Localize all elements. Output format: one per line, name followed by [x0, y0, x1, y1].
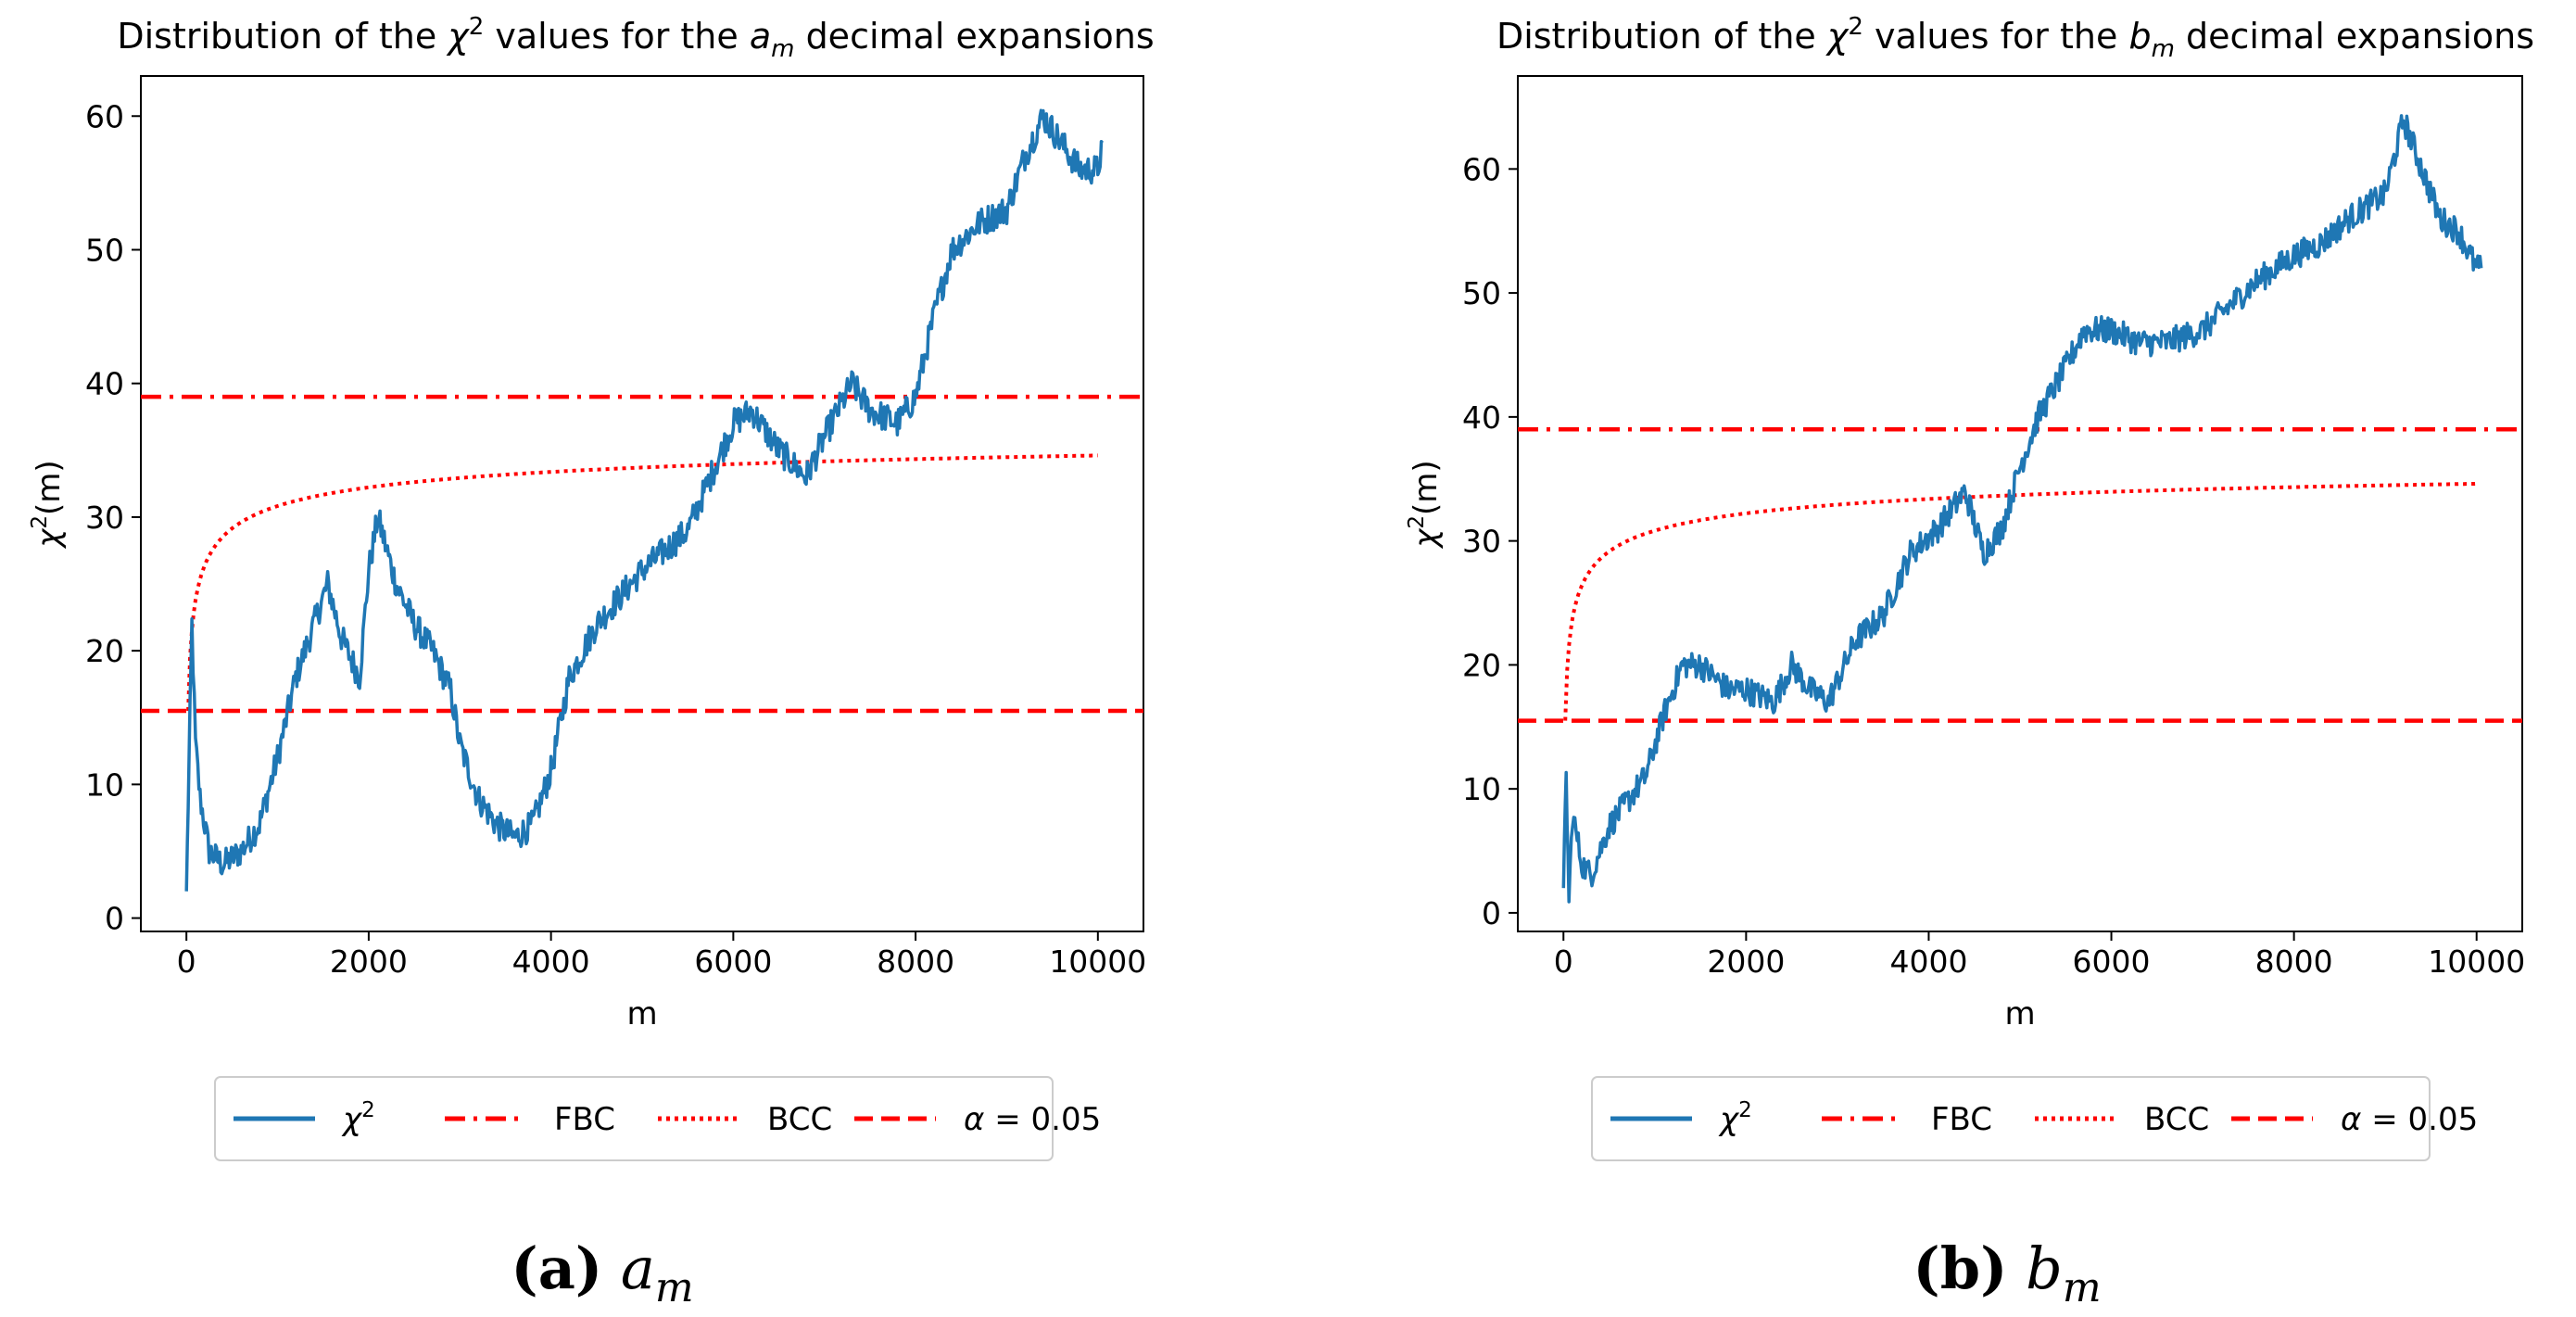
x-axis-label: m [2004, 995, 2035, 1032]
x-tick-label: 6000 [2073, 943, 2151, 980]
y-tick-label: 60 [1462, 151, 1501, 187]
x-tick-label: 2000 [330, 943, 408, 980]
caption-label: (b) [1913, 1235, 2007, 1302]
y-axis-label: χ2(m) [1405, 460, 1445, 549]
y-tick-label: 10 [85, 766, 124, 803]
x-tick-label: 0 [1554, 943, 1573, 980]
caption-var: a [621, 1235, 655, 1302]
y-tick-label: 10 [1462, 771, 1501, 807]
ylabel-rest: (m) [1408, 460, 1445, 515]
x-tick-label: 6000 [694, 943, 772, 980]
legend-label: χ2 [1718, 1098, 1752, 1138]
legend-sup: 2 [1738, 1098, 1752, 1122]
plot-layer [141, 108, 1143, 892]
title-text: decimal expansions [2175, 16, 2534, 57]
title-sup: 2 [1848, 13, 1863, 41]
caption-space [2007, 1235, 2026, 1302]
x-tick-label: 8000 [877, 943, 954, 980]
caption-sub: m [655, 1264, 694, 1311]
x-tick-label: 10000 [1049, 943, 1146, 980]
ylabel-chi: χ [1408, 527, 1445, 550]
caption-var: b [2026, 1235, 2063, 1302]
y-tick-label: 30 [85, 500, 124, 536]
title-chi: χ [446, 16, 470, 57]
legend-alpha: α [964, 1101, 984, 1138]
y-tick-label: 20 [85, 633, 124, 669]
caption: (b) bm [1913, 1235, 2101, 1311]
chart-title: Distribution of the χ2 values for the bm… [1496, 13, 2534, 63]
legend-box [214, 1076, 1054, 1161]
x-tick-label: 4000 [512, 943, 590, 980]
ylabel-sup: 2 [28, 515, 52, 529]
legend-chi: χ [1718, 1101, 1740, 1138]
title-text: values for the [484, 16, 750, 57]
y-tick-label: 40 [85, 366, 124, 402]
y-tick-label: 0 [1482, 895, 1501, 931]
x-axis-label: m [626, 995, 657, 1032]
title-text: Distribution of the [117, 16, 448, 57]
legend-alpha: α [2341, 1101, 2361, 1138]
title-text: decimal expansions [794, 16, 1154, 57]
title-chi: χ [1825, 16, 1850, 57]
legend-label: χ2 [341, 1098, 375, 1138]
bcc-line [186, 453, 1098, 712]
legend: χ2 FBC BCC α = 0.05 [1591, 1076, 2478, 1161]
legend-label: BCC [767, 1101, 832, 1138]
x-tick-label: 4000 [1889, 943, 1967, 980]
y-tick-label: 40 [1462, 399, 1501, 436]
legend-box [1591, 1076, 2431, 1161]
chi2-series-line [1561, 114, 2483, 904]
legend-sup: 2 [361, 1098, 375, 1122]
legend-chi: χ [341, 1101, 363, 1138]
y-tick-label: 50 [1462, 275, 1501, 311]
plot-area [140, 75, 1144, 932]
legend-label: FBC [554, 1101, 615, 1138]
legend-label: α = 0.05 [964, 1101, 1101, 1138]
chart-panel-b: Distribution of the χ2 values for the bm… [1405, 13, 2534, 1311]
chart-title: Distribution of the χ2 values for the am… [117, 13, 1154, 63]
title-var: b [2128, 16, 2151, 57]
legend-rest: = 0.05 [2361, 1101, 2478, 1138]
title-sup: 2 [469, 13, 485, 41]
x-tick-label: 10000 [2428, 943, 2525, 980]
x-tick-label: 8000 [2255, 943, 2333, 980]
y-tick-label: 20 [1462, 647, 1501, 683]
caption-space [602, 1235, 621, 1302]
legend-label: α = 0.05 [2341, 1101, 2478, 1138]
plot-area [1517, 75, 2523, 932]
legend-label: BCC [2144, 1101, 2209, 1138]
x-tick-label: 2000 [1707, 943, 1785, 980]
legend: χ2 FBC BCC α = 0.05 [214, 1076, 1101, 1161]
legend-rest: = 0.05 [984, 1101, 1101, 1138]
caption: (a) am [511, 1235, 693, 1311]
ylabel-chi: χ [31, 527, 68, 550]
ylabel-rest: (m) [31, 460, 68, 515]
y-axis-label: χ2(m) [28, 460, 68, 549]
caption-sub: m [2063, 1264, 2102, 1311]
y-tick-label: 50 [85, 232, 124, 268]
plot-layer [1518, 114, 2522, 904]
y-tick-label: 0 [105, 901, 124, 937]
chi2-series-line [184, 108, 1105, 892]
title-var: a [750, 16, 771, 57]
bcc-line [1563, 481, 2477, 721]
ylabel-sup: 2 [1405, 515, 1429, 529]
title-text: Distribution of the [1496, 16, 1827, 57]
x-tick-label: 0 [177, 943, 196, 980]
legend-label: FBC [1931, 1101, 1992, 1138]
title-sub: m [771, 35, 794, 63]
y-tick-label: 30 [1462, 524, 1501, 560]
title-sub: m [2152, 35, 2175, 63]
caption-label: (a) [511, 1235, 602, 1302]
y-tick-label: 60 [85, 98, 124, 134]
chart-panel-a: Distribution of the χ2 values for the am… [28, 13, 1155, 1311]
title-text: values for the [1863, 16, 2129, 57]
